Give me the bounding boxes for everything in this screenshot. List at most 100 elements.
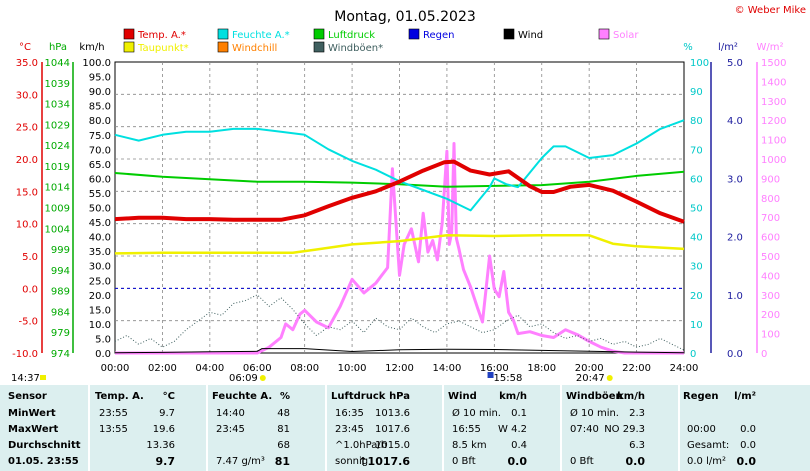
rain-value: 0.0 <box>740 440 756 451</box>
hum-value: 48 <box>277 408 290 419</box>
temp-tick-label: -10.0 <box>12 349 38 360</box>
series-line-taupunkt <box>114 234 685 255</box>
copyright-text: © Weber Mike <box>735 5 806 16</box>
wind-tick-label: 95.0 <box>89 73 111 84</box>
column-separator <box>442 385 444 471</box>
solar-tick-label: 1100 <box>761 136 786 147</box>
wind-tick-label: 60.0 <box>89 174 111 185</box>
x-tick-label: 04:00 <box>195 363 224 374</box>
gust-note: 07:40 <box>570 424 599 435</box>
wind-tick-label: 75.0 <box>89 131 111 142</box>
solar-tick-label: 1400 <box>761 77 786 88</box>
legend-label: Solar <box>613 30 639 41</box>
gust-note: 0 Bft <box>570 456 594 467</box>
solar-tick-label: 1500 <box>761 58 786 69</box>
wind-tick-label: 20.0 <box>89 291 111 302</box>
solar-tick-label: 1200 <box>761 116 786 127</box>
axis-units: °C hPa km/h% l/m² W/m² <box>19 42 784 53</box>
press-note: sonnig <box>335 456 369 467</box>
gust-value: 6.3 <box>629 440 645 451</box>
wind-tick-label: 40.0 <box>89 233 111 244</box>
temp-tick-label: 20.0 <box>16 155 38 166</box>
legend-label: Luftdruck <box>328 30 375 41</box>
legend-label: Windchill <box>232 43 277 54</box>
humidity-tick-label: 60 <box>690 174 703 185</box>
axis-unit-label: % <box>683 42 693 53</box>
solar-tick-label: 700 <box>761 213 780 224</box>
solar-tick-label: 100 <box>761 330 780 341</box>
gust-note: Ø 10 min. <box>570 408 619 419</box>
rain-note: 00:00 <box>687 424 716 435</box>
column-separator <box>678 385 680 471</box>
solar-tick-label: 200 <box>761 310 780 321</box>
legend-swatch <box>408 28 420 40</box>
hum-value: 81 <box>277 424 290 435</box>
series-line-tempa <box>114 159 685 224</box>
x-tick-label: 02:00 <box>148 363 177 374</box>
temp-value: 9.7 <box>159 408 175 419</box>
press-value: ↑1017.6 <box>358 455 410 468</box>
header-gust: Windböen <box>566 391 623 402</box>
pressure-tick-label: 984 <box>51 307 70 318</box>
wind-tick-label: 10.0 <box>89 320 111 331</box>
press-value: 1013.6 <box>375 408 410 419</box>
hum-value: 68 <box>277 440 290 451</box>
series-line-wind <box>114 348 685 354</box>
hum-value: 81 <box>274 455 290 468</box>
humidity-tick-label: 0 <box>690 349 696 360</box>
row-label: 01.05. 23:55 <box>8 456 79 467</box>
column-separator <box>325 385 327 471</box>
header-sensor: Sensor <box>8 391 47 402</box>
temp-value: 19.6 <box>152 424 175 435</box>
max-time-label: 15:58 <box>494 373 523 384</box>
legend-swatch <box>313 28 325 40</box>
temp-tick-label: 30.0 <box>16 90 38 101</box>
gust-value: NO 29.3 <box>604 424 645 435</box>
start-marker <box>40 375 46 380</box>
series-line-luftdruck <box>114 170 685 188</box>
pressure-tick-label: 999 <box>51 245 70 256</box>
wind-note: 0 Bft <box>452 456 476 467</box>
wind-tick-label: 5.0 <box>95 334 111 345</box>
legend-swatch <box>123 41 135 53</box>
series-line-feuchtea <box>114 119 685 212</box>
legend-swatch <box>123 28 135 40</box>
header-gust-unit: km/h <box>617 391 645 402</box>
temp-tick-label: -5.0 <box>18 317 38 328</box>
legend-label: Regen <box>423 30 455 41</box>
temp-tick-label: 5.0 <box>22 252 38 263</box>
header-temp: Temp. A. <box>95 391 144 402</box>
wind-tick-label: 85.0 <box>89 102 111 113</box>
legend-label: Wind <box>518 30 543 41</box>
wind-tick-label: 35.0 <box>89 247 111 258</box>
temp-tick-label: 25.0 <box>16 123 38 134</box>
axis-unit-label: hPa <box>49 42 67 53</box>
pressure-tick-label: 1044 <box>45 58 70 69</box>
press-value: 1017.6 <box>375 424 410 435</box>
axis-unit-label: W/m² <box>756 42 783 53</box>
wind-note: 16:55 <box>452 424 481 435</box>
column-separator <box>206 385 208 471</box>
column-separator <box>560 385 562 471</box>
axis-unit-label: km/h <box>79 42 104 53</box>
wind-value: 0.1 <box>511 408 527 419</box>
press-value: 1015.0 <box>375 440 410 451</box>
series-line-solar <box>115 142 684 355</box>
x-tick-label: 24:00 <box>670 363 699 374</box>
grid <box>115 62 684 353</box>
solar-tick-label: 1300 <box>761 97 786 108</box>
wind-tick-label: 80.0 <box>89 116 111 127</box>
rain-tick-label: 1.0 <box>727 291 743 302</box>
legend-label: Taupunkt* <box>137 43 189 54</box>
rain-tick-label: 2.0 <box>727 233 743 244</box>
humidity-tick-label: 30 <box>690 262 703 273</box>
sunset-time-label: 20:47 <box>576 373 605 384</box>
hum-note: 14:40 <box>216 408 245 419</box>
humidity-tick-label: 70 <box>690 145 703 156</box>
chart-title: Montag, 01.05.2023 <box>334 9 476 25</box>
temp-tick-label: 10.0 <box>16 220 38 231</box>
header-hum-unit: % <box>279 391 290 402</box>
wind-tick-label: 100.0 <box>82 58 111 69</box>
temp-note: 23:55 <box>99 408 128 419</box>
press-note: ^1.0hPa/h <box>335 440 388 451</box>
